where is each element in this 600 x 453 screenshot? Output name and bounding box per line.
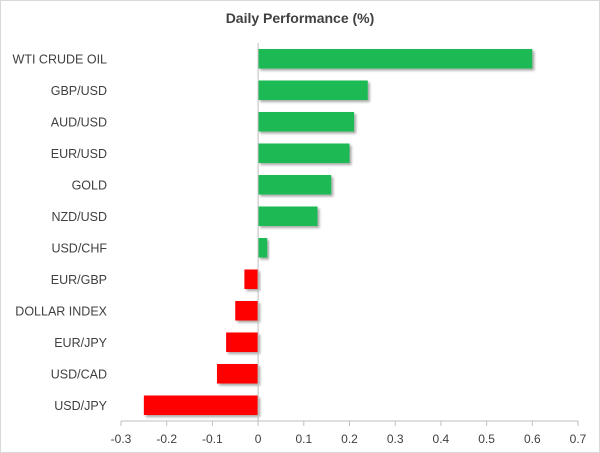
x-tick-label: 0.4 [433, 432, 450, 446]
x-tick-label: 0 [255, 432, 262, 446]
x-tick-label: 0.7 [570, 432, 587, 446]
x-tick-label: -0.1 [202, 432, 223, 446]
category-label: USD/CAD [51, 367, 107, 381]
chart-title: Daily Performance (%) [225, 10, 375, 26]
category-label: USD/CHF [51, 241, 107, 255]
bar-usd-cad [216, 363, 259, 384]
x-tick-label: 0.3 [387, 432, 404, 446]
bar-dollar-index [235, 300, 259, 321]
category-label: EUR/JPY [54, 336, 107, 350]
category-label: EUR/GBP [51, 273, 107, 287]
bar-gbp-usd [258, 80, 368, 101]
category-label: WTI CRUDE OIL [13, 52, 107, 66]
bar-gold [258, 174, 332, 195]
x-tick-label: 0.6 [524, 432, 541, 446]
bar-eur-jpy [226, 332, 259, 353]
x-tick-label: 0.1 [295, 432, 312, 446]
category-label: USD/JPY [54, 399, 107, 413]
bar-eur-gbp [244, 269, 259, 290]
x-tick-label: 0.2 [341, 432, 358, 446]
category-label: DOLLAR INDEX [15, 304, 107, 318]
bar-aud-usd [258, 111, 355, 132]
category-label: AUD/USD [51, 115, 107, 129]
x-tick-label: 0.5 [478, 432, 495, 446]
category-label: EUR/USD [51, 147, 107, 161]
bar-usd-jpy [143, 395, 259, 416]
category-label: GOLD [72, 178, 107, 192]
bar-wti-crude-oil [258, 48, 533, 69]
category-label: GBP/USD [51, 84, 107, 98]
x-tick-label: -0.3 [111, 432, 132, 446]
bar-eur-usd [258, 143, 350, 164]
category-label: NZD/USD [51, 210, 107, 224]
bar-usd-chf [258, 237, 268, 258]
bar-nzd-usd [258, 206, 318, 227]
x-tick-label: -0.2 [156, 432, 177, 446]
